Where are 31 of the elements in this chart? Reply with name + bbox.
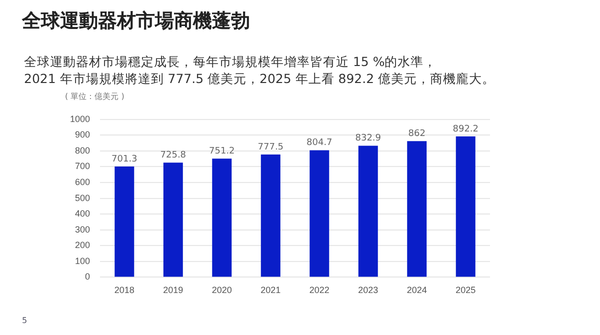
text: 5: [22, 316, 28, 325]
x-tick-label: 2024: [406, 285, 427, 296]
data-label: 862: [408, 129, 426, 140]
y-tick-label: 100: [74, 256, 90, 266]
y-axis-title: ( 單位：億美元 ): [65, 91, 124, 102]
data-label: 701.3: [112, 154, 138, 164]
y-tick-label: 0: [85, 272, 90, 282]
chart-title: 全球運動器材市場商機蓬勃: [22, 9, 250, 34]
data-label: 725.8: [160, 150, 186, 161]
x-tick-label: 2025: [456, 285, 476, 296]
y-tick-label: 800: [74, 145, 90, 156]
x-tick-label: 2020: [212, 285, 232, 296]
x-tick-label: 2019: [163, 285, 184, 296]
x-tick-label: 2022: [309, 285, 330, 296]
y-tick-label: 200: [74, 240, 90, 250]
y-tick-label: 600: [74, 177, 90, 188]
x-tick-label: 2021: [260, 285, 281, 296]
x-tick-label: 2023: [358, 285, 378, 296]
y-tick-label: 1000: [70, 114, 90, 124]
data-label: 892.2: [452, 124, 479, 134]
x-tick-label: 2018: [114, 285, 134, 296]
y-tick-label: 700: [74, 161, 90, 172]
y-tick-label: 300: [74, 224, 90, 234]
chart-subtitle: 全球運動器材市場穩定成長，每年市場規模年增率皆有近 15 %的水準， 2021 年市場規模將達到 777.5 億美元，2025 年上看 892.2 億美元，商機龐大。: [24, 53, 496, 87]
y-tick-label: 900: [74, 130, 90, 140]
data-label: 832.9: [355, 134, 382, 144]
data-label: 751.2: [209, 146, 235, 157]
data-label: 777.5: [258, 142, 284, 152]
data-label: 804.7: [306, 138, 332, 148]
y-tick-label: 500: [74, 192, 90, 203]
y-tick-label: 400: [74, 208, 90, 219]
